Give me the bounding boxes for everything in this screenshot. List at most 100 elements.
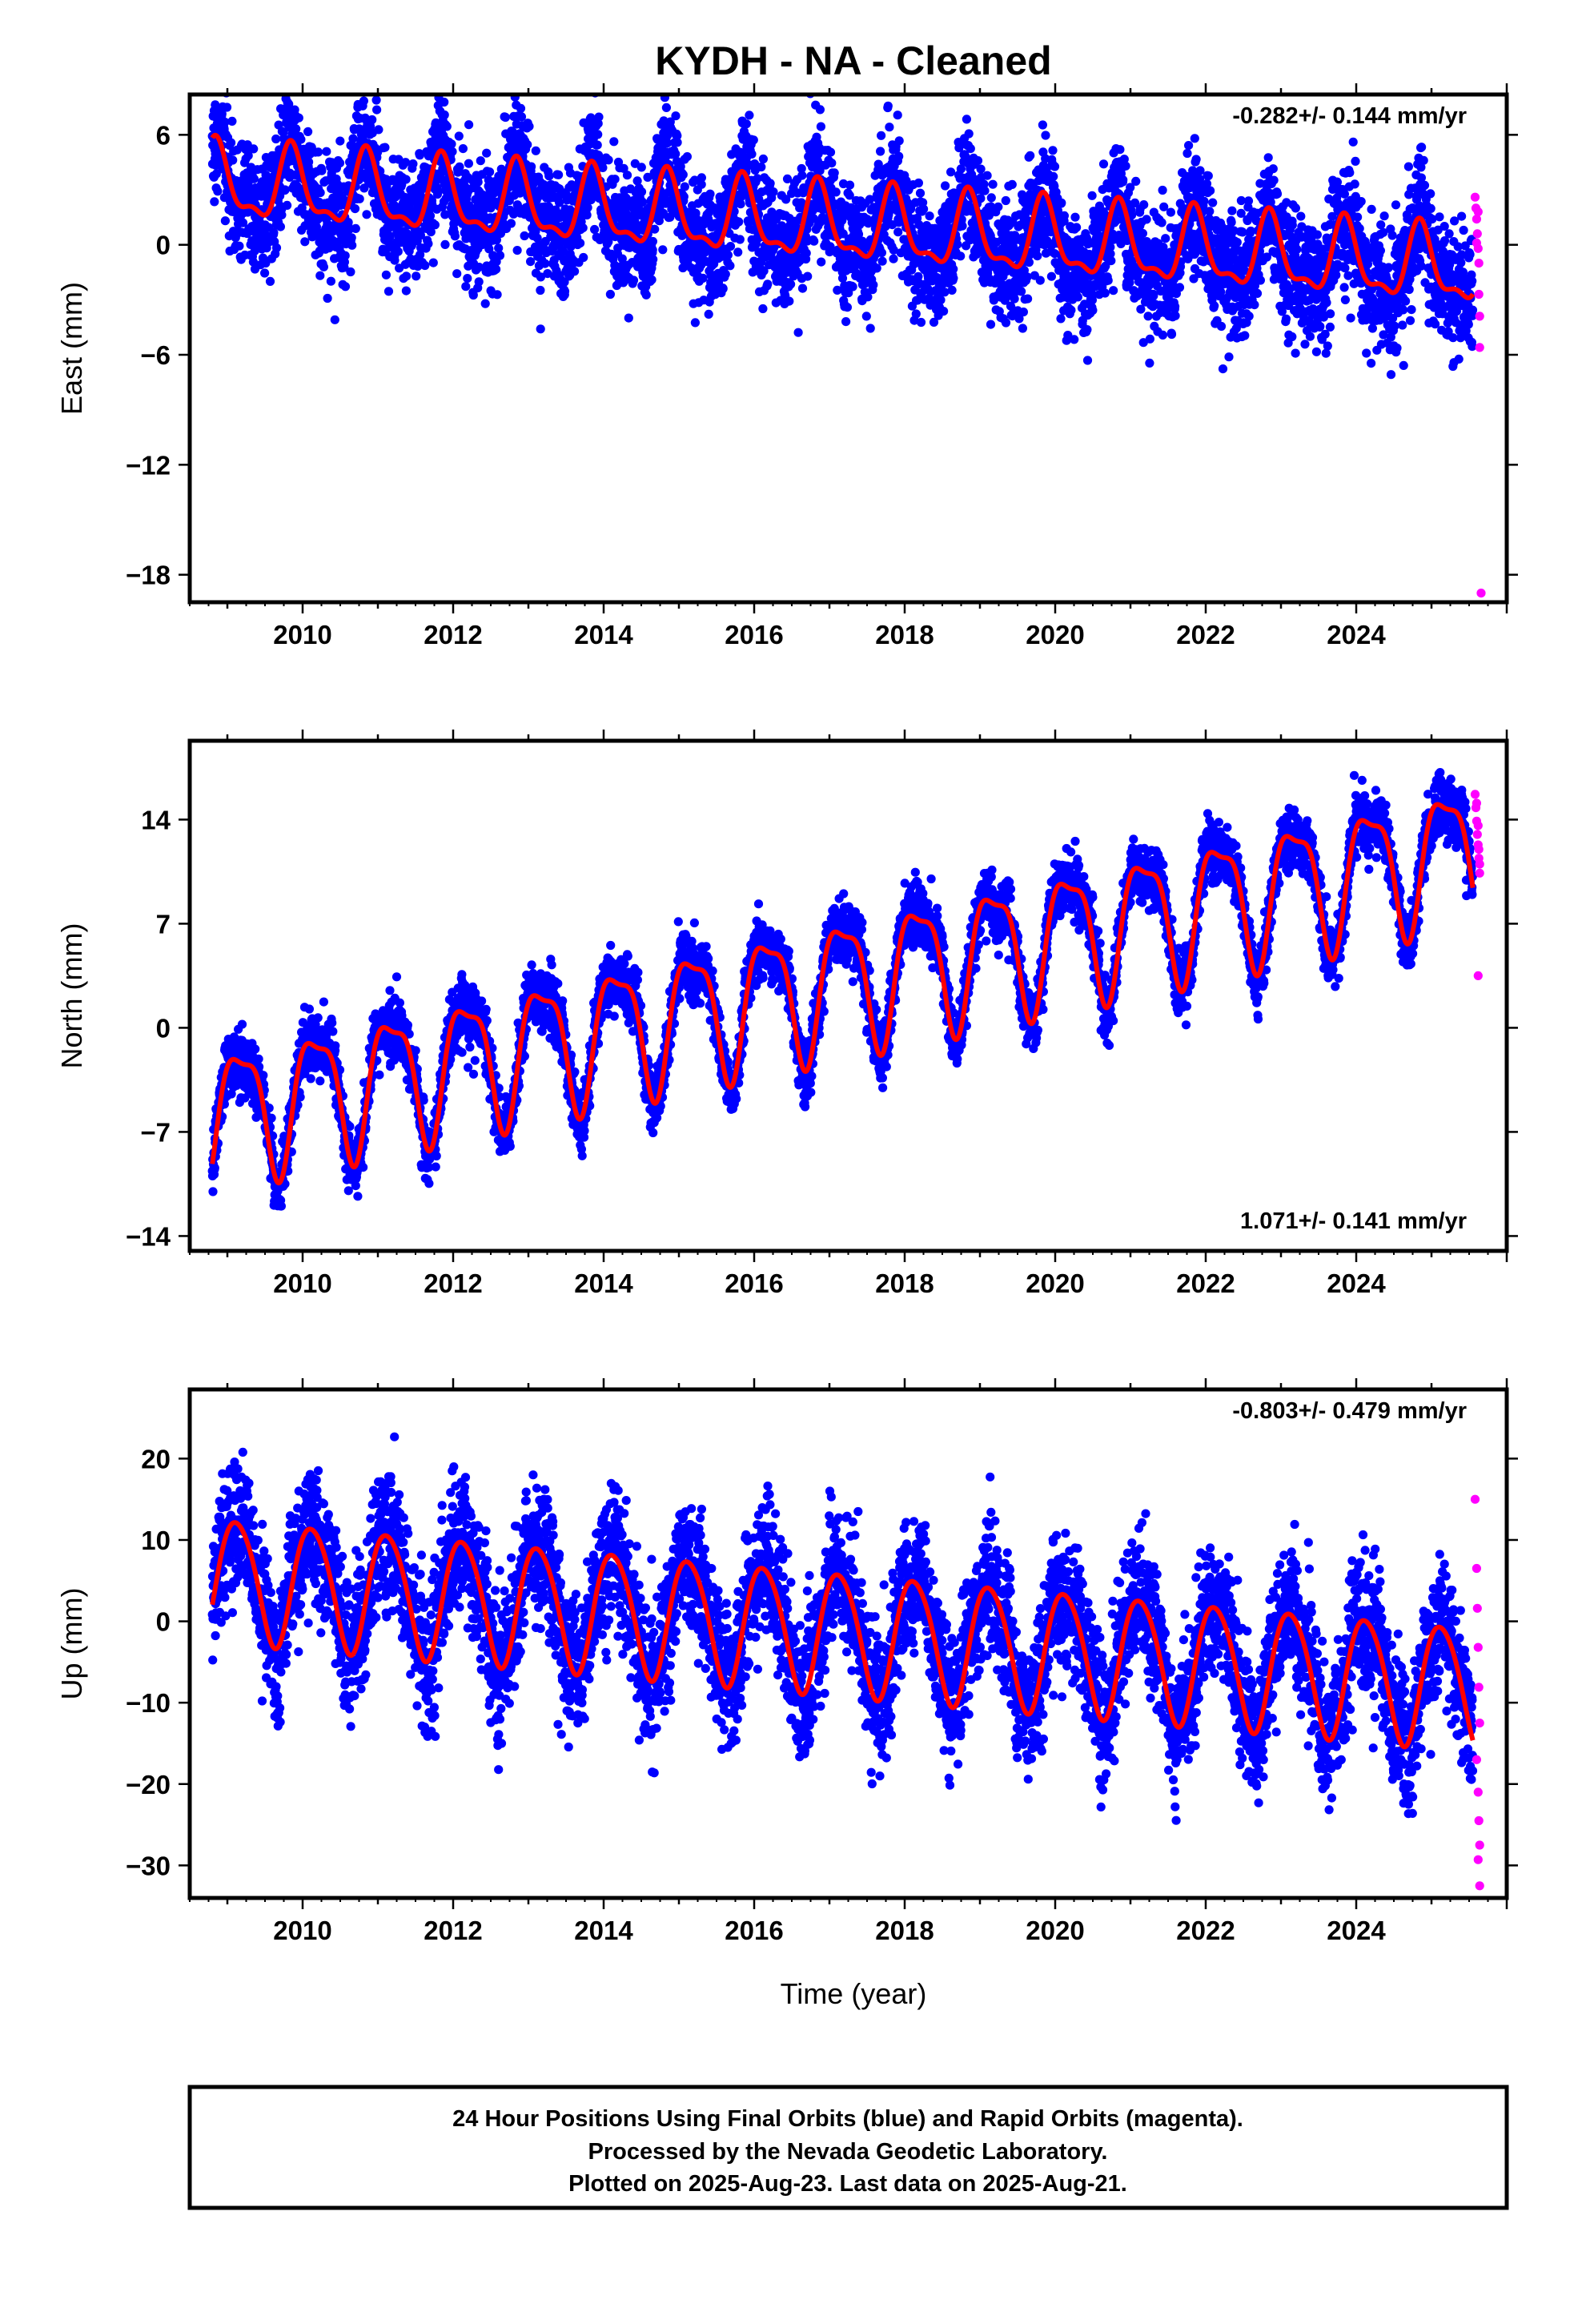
final-orbit-point (362, 210, 371, 219)
final-orbit-point (464, 120, 474, 130)
final-orbit-point (524, 122, 534, 131)
final-orbit-point (280, 185, 290, 195)
final-orbit-point (829, 168, 839, 178)
final-orbit-point (275, 222, 285, 231)
final-orbit-point (735, 235, 745, 244)
final-orbit-point (516, 103, 526, 113)
final-orbit-point (1118, 175, 1128, 185)
final-orbit-point (825, 147, 836, 157)
final-orbit-point (747, 149, 757, 159)
final-orbit-point (220, 216, 230, 226)
final-orbit-point (271, 243, 282, 253)
final-orbit-point (576, 239, 585, 248)
final-orbit-point (593, 130, 603, 139)
final-orbit-point (485, 167, 495, 177)
final-orbit-point (1142, 215, 1151, 224)
final-orbit-point (227, 116, 237, 126)
final-orbit-point (793, 328, 803, 337)
final-orbit-point (213, 187, 223, 196)
final-orbit-point (303, 127, 313, 136)
final-orbit-point (647, 275, 656, 284)
final-orbit-point (869, 280, 878, 290)
final-orbit-point (1205, 207, 1215, 216)
final-orbit-point (374, 125, 383, 135)
final-orbit-point (495, 251, 505, 260)
final-orbit-point (315, 188, 325, 198)
final-orbit-point (260, 268, 270, 278)
final-orbit-point (335, 159, 345, 168)
final-orbit-point (893, 227, 903, 237)
final-orbit-point (911, 309, 921, 319)
final-orbit-point (401, 175, 411, 184)
final-orbit-point (1026, 151, 1035, 160)
final-orbit-point (313, 147, 323, 157)
final-orbit-point (994, 202, 1003, 211)
final-orbit-point (690, 318, 701, 328)
final-orbit-point (1098, 159, 1109, 169)
final-orbit-point (220, 117, 230, 127)
final-orbit-point (249, 174, 259, 183)
final-orbit-point (1066, 305, 1076, 315)
final-orbit-point (296, 135, 306, 144)
final-orbit-point (265, 276, 275, 286)
final-orbit-point (448, 147, 457, 156)
final-orbit-point (1203, 171, 1213, 181)
final-orbit-point (718, 283, 728, 294)
final-orbit-point (1145, 334, 1154, 344)
final-orbit-point (249, 144, 259, 154)
final-orbit-point (982, 171, 992, 180)
final-orbit-point (1007, 179, 1017, 189)
final-orbit-point (412, 271, 421, 281)
final-orbit-point (346, 267, 355, 277)
final-orbit-point (1100, 288, 1110, 298)
final-orbit-point (958, 221, 967, 231)
final-orbit-point (1170, 311, 1180, 320)
final-orbit-point (941, 181, 950, 191)
final-orbit-point (803, 271, 813, 281)
final-orbit-point (447, 139, 456, 149)
final-orbit-point (831, 187, 841, 197)
final-orbit-point (536, 324, 545, 334)
final-orbit-point (725, 261, 735, 271)
final-orbit-point (315, 271, 325, 280)
final-orbit-point (1208, 198, 1218, 207)
final-orbit-point (936, 296, 946, 305)
final-orbit-point (939, 307, 949, 316)
final-orbit-point (1158, 330, 1167, 340)
final-orbit-point (986, 320, 996, 329)
final-orbit-point (1070, 212, 1080, 222)
final-orbit-point (698, 273, 708, 283)
final-orbit-point (1072, 223, 1082, 232)
final-orbit-point (733, 247, 743, 257)
final-orbit-point (440, 110, 449, 120)
final-orbit-point (919, 204, 929, 214)
final-orbit-point (211, 169, 221, 179)
final-orbit-point (885, 123, 894, 132)
final-orbit-point (440, 97, 449, 107)
final-orbit-point (964, 129, 974, 139)
final-orbit-point (980, 186, 990, 195)
final-orbit-point (1082, 325, 1092, 335)
final-orbit-point (1103, 275, 1113, 285)
final-orbit-point (594, 112, 604, 122)
final-orbit-point (322, 147, 331, 156)
final-orbit-point (622, 171, 632, 180)
final-orbit-point (401, 286, 411, 296)
final-orbit-point (986, 193, 996, 203)
final-orbit-point (1210, 301, 1219, 311)
final-orbit-point (1184, 141, 1194, 151)
final-orbit-point (583, 203, 592, 212)
final-orbit-point (381, 270, 391, 279)
final-orbit-point (1082, 356, 1093, 365)
final-orbit-point (704, 309, 713, 319)
final-orbit-point (1138, 228, 1147, 239)
final-orbit-point (1018, 324, 1027, 333)
final-orbit-point (1131, 176, 1141, 186)
final-orbit-point (527, 162, 536, 171)
final-orbit-point (816, 122, 825, 131)
final-orbit-point (393, 247, 403, 256)
final-orbit-point (705, 189, 715, 199)
final-orbit-point (1224, 352, 1234, 362)
final-orbit-point (815, 105, 825, 115)
final-orbit-point (372, 105, 382, 115)
